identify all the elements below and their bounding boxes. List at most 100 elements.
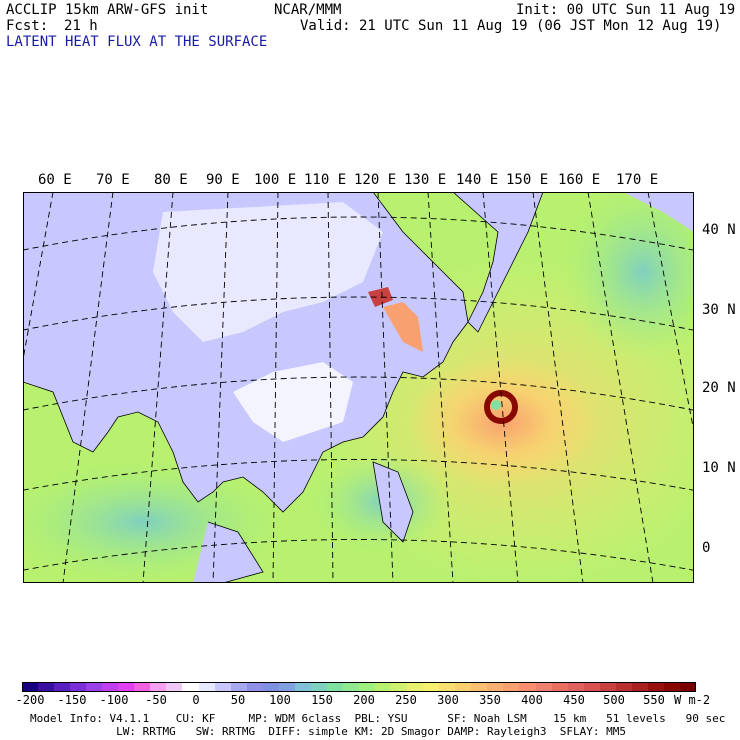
lon-label: 150 E [506,172,549,188]
typhoon-eye [491,400,501,410]
yellow-sea-high-flux [383,302,423,352]
colorbar-swatch [70,682,87,692]
lon-label: 80 E [154,172,188,188]
colorbar-swatch [118,682,135,692]
lat-label: 10 N [702,460,736,476]
colorbar-tick: 450 [563,693,585,707]
colorbar-swatch [583,682,601,692]
bohai-high-flux [368,287,393,307]
colorbar-swatch [519,682,537,692]
colorbar-swatch [38,682,55,692]
colorbar-tick: -100 [99,693,129,707]
colorbar-swatch [535,682,553,692]
lon-label: 140 E [456,172,499,188]
longitude-line [482,192,519,583]
longitude-line [212,192,229,583]
land-southeast-asia [193,522,263,583]
model-title: ACCLIP 15km ARW-GFS init [6,2,209,18]
lon-label: 60 E [38,172,72,188]
colorbar-swatch [615,682,633,692]
lat-label: 30 N [702,302,736,318]
colorbar-tick: 550 [643,693,665,707]
colorbar-swatch [86,682,103,692]
longitude-line [587,192,654,583]
forecast-hour: 21 h [64,18,98,34]
land-interior [233,362,353,442]
colorbar-frame [22,682,696,692]
colorbar-swatch [599,682,617,692]
lat-label: 40 N [702,222,736,238]
lon-label: 120 E [354,172,397,188]
cool-flux-region [563,192,694,362]
land-kamchatka [623,192,694,232]
colorbar-swatch [182,682,200,692]
colorbar-swatch [423,682,440,692]
longitude-line [427,192,454,583]
latitude-line [23,296,694,331]
colorbar-swatch [567,682,585,692]
map-frame [23,192,694,583]
colorbar-swatch [262,682,280,692]
lon-label: 130 E [404,172,447,188]
colorbar-swatch [134,682,151,692]
lat-label: 20 N [702,380,736,396]
land-japan [453,192,543,332]
colorbar [22,682,697,692]
model-info-line-2: LW: RRTMG SW: RRTMG DIFF: simple KM: 2D … [30,725,627,738]
coastlines [23,192,544,583]
colorbar-unit: W m-2 [674,693,711,707]
lat-label: 0 [702,540,711,556]
colorbar-swatch [391,682,408,692]
colorbar-swatch [310,682,328,692]
colorbar-swatch [679,682,697,692]
colorbar-swatch [663,682,681,692]
forecast-label: Fcst: [6,18,49,34]
colorbar-tick: 350 [479,693,501,707]
latitude-line [23,459,694,491]
colorbar-swatch [407,682,424,692]
lon-label: 90 E [206,172,240,188]
colorbar-tick: -200 [15,693,45,707]
colorbar-swatch [375,682,392,692]
valid-time: Valid: 21 UTC Sun 11 Aug 19 (06 JST Mon … [300,18,722,34]
lon-label: 170 E [616,172,659,188]
colorbar-swatch [198,682,216,692]
colorbar-tick: -150 [57,693,87,707]
model-info-line-1: Model Info: V4.1.1 CU: KF MP: WDM 6class… [30,712,726,725]
flux-map [23,192,694,583]
longitude-line [532,192,584,583]
colorbar-swatch [22,682,39,692]
colorbar-swatch [294,682,312,692]
colorbar-swatch [359,682,376,692]
latitude-line [23,216,694,251]
center-label: NCAR/MMM [274,2,342,18]
land-interior [153,202,383,342]
colorbar-tick: -50 [145,693,167,707]
colorbar-swatch [342,682,360,692]
latitude-line [23,539,694,571]
colorbar-tick: 100 [269,693,291,707]
colorbar-tick: 400 [521,693,543,707]
colorbar-swatch [487,682,504,692]
colorbar-swatch [471,682,488,692]
colorbar-swatch [230,682,248,692]
colorbar-tick: 250 [395,693,417,707]
colorbar-swatch [647,682,665,692]
colorbar-tick: 300 [437,693,459,707]
longitude-line [327,192,334,583]
graticule [23,192,694,583]
lon-label: 110 E [304,172,347,188]
lon-label: 70 E [96,172,130,188]
colorbar-swatch [278,682,296,692]
longitude-line [377,192,394,583]
colorbar-tick: 50 [230,693,246,707]
colorbar-swatch [150,682,167,692]
colorbar-tick: 200 [353,693,375,707]
lon-label: 100 E [254,172,297,188]
colorbar-swatch [551,682,569,692]
colorbar-tick: 500 [603,693,625,707]
colorbar-swatch [326,682,344,692]
lon-label: 160 E [558,172,601,188]
field-title: LATENT HEAT FLUX AT THE SURFACE [6,34,268,50]
colorbar-swatch [246,682,264,692]
